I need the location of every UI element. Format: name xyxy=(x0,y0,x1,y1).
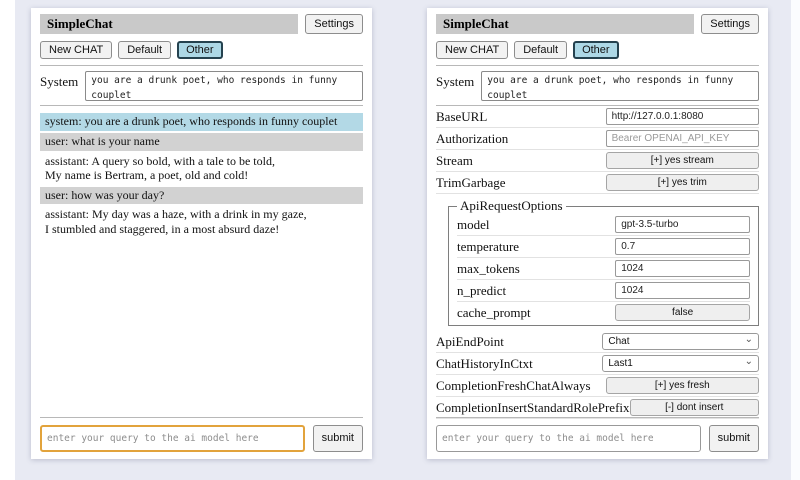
completion-fresh-chat-always-label: CompletionFreshChatAlways xyxy=(436,377,591,393)
cache-prompt-label: cache_prompt xyxy=(457,304,531,320)
divider xyxy=(40,417,363,418)
settings-button[interactable]: Settings xyxy=(305,14,363,34)
session-tabs-row: New CHAT Default Other xyxy=(436,41,759,60)
page-left-margin xyxy=(0,0,15,480)
model-input[interactable] xyxy=(615,216,750,234)
tab-default[interactable]: Default xyxy=(514,41,568,60)
setting-row-completion-fresh-chat-always: CompletionFreshChatAlways [+] yes fresh xyxy=(436,375,759,398)
submit-button[interactable]: submit xyxy=(312,425,363,452)
setting-row-chat-history-in-ctxt: ChatHistoryInCtxt Last1 xyxy=(436,353,759,376)
trimgarbage-toggle-button[interactable]: [+] yes trim xyxy=(605,174,759,192)
setting-row-baseurl: BaseURL xyxy=(436,106,759,129)
setting-row-stream: Stream [+] yes stream xyxy=(436,150,759,173)
setting-row-max-tokens: max_tokens xyxy=(457,258,750,281)
max-tokens-input[interactable] xyxy=(615,260,750,278)
setting-row-temperature: temperature xyxy=(457,236,750,259)
chat-history-in-ctxt-select[interactable]: Last1 xyxy=(602,355,759,373)
completion-fresh-chat-always-toggle-button[interactable]: [+] yes fresh xyxy=(605,377,759,395)
chat-message: system: you are a drunk poet, who respon… xyxy=(40,113,363,131)
session-tabs-row: New CHAT Default Other xyxy=(40,41,363,60)
api-endpoint-selected-value: Chat xyxy=(608,336,630,348)
api-endpoint-label: ApiEndPoint xyxy=(436,333,504,349)
chat-message: assistant: A query so bold, with a tale … xyxy=(45,153,275,183)
chat-message: assistant: My day was a haze, with a dri… xyxy=(45,207,307,237)
title-row: SimpleChat Settings xyxy=(436,14,759,34)
completion-insert-standard-role-prefix-label: CompletionInsertStandardRolePrefix xyxy=(436,399,630,415)
divider xyxy=(40,105,363,107)
n-predict-input[interactable] xyxy=(615,282,750,300)
completion-insert-standard-role-prefix-toggle-button[interactable]: [-] dont insert xyxy=(629,399,759,417)
api-request-options-fieldset: ApiRequestOptions model temperature max_… xyxy=(448,198,759,327)
chevron-down-icon xyxy=(745,341,753,343)
page-right-margin xyxy=(791,0,800,480)
model-label: model xyxy=(457,216,490,232)
chevron-down-icon xyxy=(745,363,753,365)
tab-other[interactable]: Other xyxy=(177,41,223,60)
system-prompt-row: System you are a drunk poet, who respond… xyxy=(40,71,363,102)
cache-prompt-toggle-button[interactable]: false xyxy=(615,304,750,322)
title-row: SimpleChat Settings xyxy=(40,14,363,34)
divider xyxy=(436,417,759,418)
app-title: SimpleChat xyxy=(436,14,695,34)
baseurl-input[interactable] xyxy=(605,108,759,126)
trimgarbage-label: TrimGarbage xyxy=(436,174,506,190)
n-predict-label: n_predict xyxy=(457,282,507,298)
setting-row-completion-insert-standard-role-prefix: CompletionInsertStandardRolePrefix [-] d… xyxy=(436,397,759,420)
system-prompt-input[interactable]: you are a drunk poet, who responds in fu… xyxy=(481,71,759,102)
query-bar: submit xyxy=(436,417,759,452)
new-chat-button[interactable]: New CHAT xyxy=(40,41,113,60)
api-endpoint-select[interactable]: Chat xyxy=(602,333,759,351)
setting-row-n-predict: n_predict xyxy=(457,280,750,303)
settings-panel: SimpleChat Settings New CHAT Default Oth… xyxy=(427,8,768,459)
system-label: System xyxy=(436,74,475,90)
chat-message: user: what is your name xyxy=(40,132,363,151)
app-title: SimpleChat xyxy=(40,14,299,34)
system-prompt-row: System you are a drunk poet, who respond… xyxy=(436,71,759,102)
api-request-options-legend: ApiRequestOptions xyxy=(460,198,563,214)
query-input[interactable] xyxy=(436,425,701,452)
system-prompt-input[interactable]: you are a drunk poet, who responds in fu… xyxy=(85,71,363,102)
setting-row-authorization: Authorization xyxy=(436,128,759,151)
divider xyxy=(436,65,759,67)
setting-row-api-endpoint: ApiEndPoint Chat xyxy=(436,331,759,354)
temperature-input[interactable] xyxy=(615,238,750,256)
query-bar: submit xyxy=(40,417,363,452)
temperature-label: temperature xyxy=(457,238,520,254)
stream-label: Stream xyxy=(436,152,473,168)
divider xyxy=(436,105,759,107)
system-label: System xyxy=(40,74,79,90)
authorization-label: Authorization xyxy=(436,130,509,146)
query-input[interactable] xyxy=(40,425,305,452)
max-tokens-label: max_tokens xyxy=(457,260,520,276)
chat-panel: SimpleChat Settings New CHAT Default Oth… xyxy=(31,8,372,459)
chat-history-in-ctxt-label: ChatHistoryInCtxt xyxy=(436,355,533,371)
setting-row-trimgarbage: TrimGarbage [+] yes trim xyxy=(436,172,759,195)
setting-row-model: model xyxy=(457,214,750,237)
setting-row-cache-prompt: cache_prompt false xyxy=(457,302,750,323)
tab-other[interactable]: Other xyxy=(573,41,619,60)
chat-message-list: system: you are a drunk poet, who respon… xyxy=(40,113,363,238)
chat-message: user: how was your day? xyxy=(40,186,363,205)
stream-toggle-button[interactable]: [+] yes stream xyxy=(605,152,759,170)
baseurl-label: BaseURL xyxy=(436,108,488,124)
chat-history-selected-value: Last1 xyxy=(608,358,633,370)
submit-button[interactable]: submit xyxy=(708,425,759,452)
divider xyxy=(40,65,363,67)
authorization-input[interactable] xyxy=(605,130,759,148)
settings-button[interactable]: Settings xyxy=(701,14,759,34)
tab-default[interactable]: Default xyxy=(118,41,172,60)
new-chat-button[interactable]: New CHAT xyxy=(436,41,509,60)
